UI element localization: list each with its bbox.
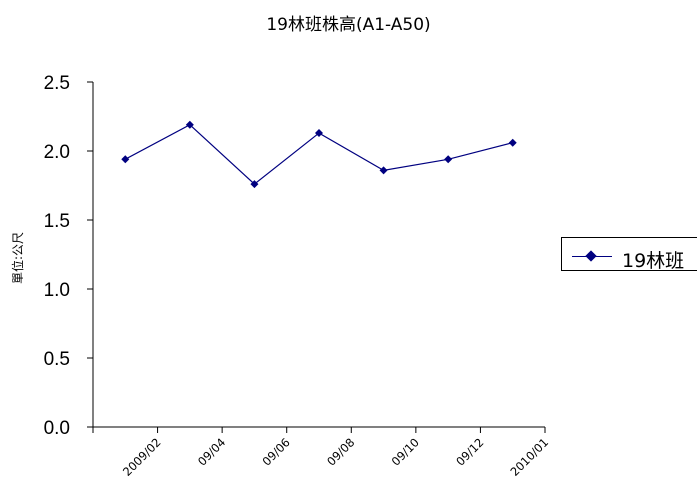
y-ticks: 0.0 0.5 1.0 1.5 2.0 2.5 [44, 73, 93, 439]
x-tick-label: 2010/01 [507, 435, 551, 479]
y-tick-label: 2.0 [44, 142, 70, 163]
data-point [185, 120, 194, 129]
x-tick-label: 09/10 [389, 435, 422, 468]
y-tick-label: 1.0 [44, 280, 70, 301]
data-point [379, 166, 388, 175]
series-group [121, 120, 517, 189]
x-tick-label: 09/08 [324, 435, 357, 468]
y-tick-label: 0.0 [44, 418, 70, 439]
x-tick-label: 09/06 [259, 435, 292, 468]
y-tick-label: 1.5 [44, 211, 70, 232]
diamond-marker-icon [585, 250, 597, 262]
data-point [315, 129, 323, 138]
x-tick-label: 2009/02 [120, 435, 164, 479]
chart-title: 19林班株高(A1-A50) [266, 15, 431, 35]
legend: 19林班 [561, 237, 697, 272]
data-point [444, 155, 453, 164]
axes [92, 82, 545, 428]
y-tick-label: 2.5 [44, 73, 70, 94]
y-tick-label: 0.5 [44, 349, 70, 370]
x-tick-label: 09/12 [453, 435, 486, 468]
x-ticks: 2009/02 09/04 09/06 09/08 09/10 09/12 2010/01 [92, 427, 551, 479]
data-point [121, 155, 130, 164]
x-tick-label: 09/04 [195, 435, 228, 468]
data-point [508, 138, 517, 147]
legend-label: 19林班 [622, 250, 685, 272]
y-axis-label: 單位:公尺 [10, 232, 25, 284]
data-point [250, 180, 259, 189]
